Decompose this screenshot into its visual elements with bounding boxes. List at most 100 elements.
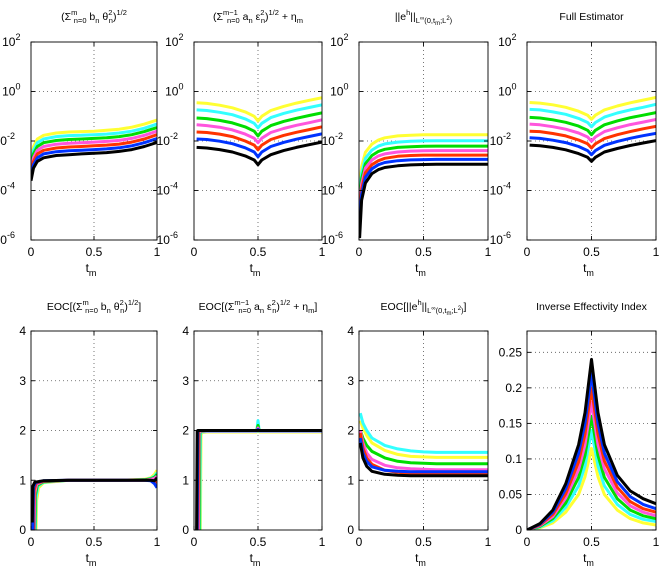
y-tick-label: 0.15 [499, 416, 523, 430]
x-tick-label: 0 [356, 535, 363, 549]
series-line-3 [196, 111, 322, 138]
y-tick-label: 102 [165, 32, 183, 49]
y-tick-label: 102 [330, 32, 348, 49]
series-line-4 [359, 430, 488, 472]
series-line-6 [529, 131, 656, 157]
x-tick-label: 1 [154, 245, 161, 259]
series-line-2 [359, 412, 488, 454]
y-tick-label: 0 [19, 523, 26, 537]
x-tick-label: 1 [319, 535, 326, 549]
series-group [31, 118, 157, 181]
y-tick-label: 1 [182, 473, 189, 487]
series-line-6 [359, 157, 488, 220]
series-line-2 [527, 429, 656, 530]
series-line-7 [31, 140, 157, 181]
y-tick-label: 10-2 [0, 131, 15, 148]
chart-title: (Σmn=0​ bn​ θ2n​)1/2​ [61, 8, 127, 25]
y-tick-label: 10-4 [0, 181, 15, 198]
x-tick-label: 0.5 [583, 245, 600, 259]
series-line-1 [359, 133, 488, 194]
x-tick-label: 0 [191, 245, 198, 259]
x-tick-label: 1 [485, 245, 492, 259]
y-tick-label: 100 [498, 82, 516, 99]
x-tick-label: 0.5 [86, 245, 103, 259]
series-line-4 [32, 475, 157, 530]
x-tick-label: 0 [28, 535, 35, 549]
x-tick-label: 1 [485, 535, 492, 549]
series-line-7 [527, 357, 656, 530]
x-axis-label: tm [86, 261, 97, 278]
panel-p4: 0 0.5 1 102 100 10-2 10-4 10-6 tm Full Estimator [490, 11, 660, 278]
series-line-1 [527, 446, 656, 530]
series-line-6 [195, 428, 322, 530]
y-tick-label: 102 [498, 32, 516, 49]
series-line-5 [196, 125, 322, 152]
series-line-5 [31, 133, 157, 175]
y-tick-label: 0.2 [505, 381, 522, 395]
y-tick-label: 0 [182, 523, 189, 537]
chart-title: Full Estimator [559, 11, 624, 23]
series-line-7 [359, 162, 488, 239]
series-line-7 [196, 140, 322, 167]
series-line-4 [197, 426, 322, 530]
panel-p6: 0 0.5 1 4 3 2 1 0 tm EOC[(Σm−1n=0​ an​ ε2n​)1/2​ … [182, 298, 325, 568]
x-tick-label: 0.5 [250, 535, 267, 549]
y-tick-label: 1 [19, 473, 26, 487]
x-tick-label: 1 [154, 535, 161, 549]
y-tick-label: 10-4 [322, 181, 343, 198]
x-tick-label: 0 [524, 245, 531, 259]
x-tick-label: 0.5 [415, 535, 432, 549]
x-tick-label: 1 [653, 535, 660, 549]
x-tick-label: 0.5 [86, 535, 103, 549]
series-line-2 [198, 419, 322, 530]
y-tick-label: 10-2 [157, 131, 178, 148]
x-axis-label: tm [583, 261, 594, 278]
series-line-6 [31, 478, 157, 530]
series-line-3 [527, 414, 656, 530]
x-tick-label: 0 [191, 535, 198, 549]
series-line-5 [529, 124, 656, 150]
y-tick-label: 0.25 [499, 345, 523, 359]
series-group [359, 412, 488, 478]
series-line-5 [196, 428, 322, 530]
series-line-5 [32, 478, 157, 530]
series-line-1 [198, 426, 322, 530]
y-tick-label: 102 [2, 32, 20, 49]
series-line-6 [31, 137, 157, 178]
panel-p2: 0 0.5 1 102 100 10-2 10-4 10-6 tm (Σm−1n=0​ an​ ε… [157, 8, 326, 278]
series-line-4 [359, 149, 488, 208]
y-tick-label: 2 [19, 424, 26, 438]
y-tick-label: 10-2 [490, 131, 511, 148]
series-line-4 [527, 400, 656, 530]
x-tick-label: 0.5 [250, 245, 267, 259]
panel-p7: 0 0.5 1 4 3 2 1 0 tm EOC[||eh​||L∞(0,tm;L2)​] [347, 298, 491, 568]
series-group [195, 419, 322, 530]
y-tick-label: 10-6 [322, 230, 343, 247]
y-tick-label: 2 [182, 424, 189, 438]
panel-p3: 0 0.5 1 102 100 10-2 10-4 10-6 tm ||eh​||L∞(0,tm;… [322, 8, 492, 278]
series-line-7 [529, 139, 656, 163]
x-tick-label: 0.5 [583, 535, 600, 549]
series-line-1 [359, 420, 488, 459]
chart-title: Inverse Effectivity Index [536, 301, 647, 313]
panel-p8: 0 0.5 1 0.25 0.2 0.15 0.1 0.05 0 tm Inverse Effect… [499, 301, 660, 568]
y-tick-label: 10-6 [157, 230, 178, 247]
y-tick-label: 4 [182, 324, 189, 338]
chart-title: EOC[(Σm−1n=0​ an​ ε2n​)1/2​ + ηm​] [199, 298, 318, 315]
y-tick-label: 100 [2, 82, 20, 99]
y-tick-label: 10-2 [322, 131, 343, 148]
x-axis-label: tm [86, 551, 97, 568]
series-line-2 [529, 102, 656, 129]
y-tick-label: 100 [330, 82, 348, 99]
panel-p1: 0 0.5 1 102 100 10-2 10-4 10-6 tm (Σmn=0​ bn​ θ2n… [0, 8, 161, 278]
x-tick-label: 0 [28, 245, 35, 259]
series-group [196, 96, 322, 167]
series-line-7 [359, 442, 488, 478]
x-axis-label: tm [583, 551, 594, 568]
y-tick-label: 100 [165, 82, 183, 99]
y-tick-label: 3 [182, 374, 189, 388]
y-tick-label: 10-6 [490, 230, 511, 247]
series-line-4 [196, 118, 322, 145]
series-line-2 [196, 103, 322, 130]
